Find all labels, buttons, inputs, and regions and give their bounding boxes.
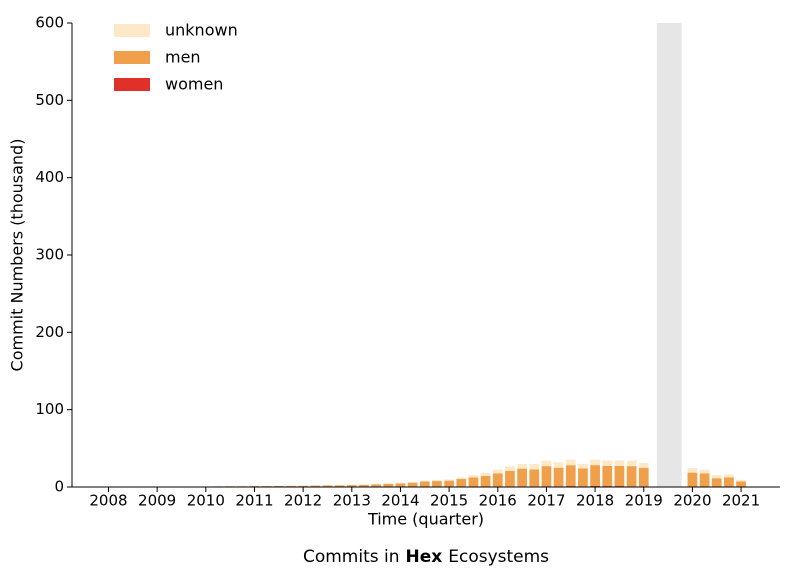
x-tick-label: 2012	[284, 492, 322, 510]
bar-segment	[383, 483, 394, 487]
bar-segment	[468, 477, 479, 487]
bar-segment	[432, 480, 442, 482]
y-tick-label: 400	[35, 168, 64, 186]
title-part: Ecosystems	[448, 547, 549, 567]
bar-segment	[505, 466, 515, 471]
bar-segment	[699, 473, 710, 487]
bar-segment	[298, 485, 308, 487]
y-tick-label: 0	[54, 478, 64, 496]
x-tick-label: 2013	[333, 492, 371, 510]
bar-segment	[614, 465, 625, 487]
bar-segment	[602, 460, 613, 466]
bar-segment	[699, 469, 710, 474]
x-axis-label: Time (quarter)	[367, 510, 484, 529]
legend-swatch	[114, 51, 150, 64]
y-axis-label: Commit Numbers (thousand)	[8, 139, 27, 372]
bar-segment	[273, 485, 284, 487]
bar-segment	[492, 473, 503, 487]
y-tick-label: 100	[35, 400, 64, 418]
bar-segment	[310, 485, 321, 487]
x-tick-label: 2017	[527, 492, 565, 510]
bar-segment	[711, 475, 722, 479]
bar-segment	[638, 463, 649, 468]
bar-segment	[541, 466, 552, 487]
x-tick-label: 2015	[430, 492, 468, 510]
x-tick-label: 2021	[722, 492, 760, 510]
x-tick-label: 2014	[381, 492, 419, 510]
bar-segment	[444, 480, 454, 487]
bar-segment	[383, 483, 394, 484]
bar-segment	[590, 465, 600, 486]
bar-segment	[419, 481, 430, 487]
bar-segment	[359, 484, 369, 487]
legend-swatch	[114, 24, 150, 37]
bar-segment	[553, 462, 564, 468]
bar-segment	[638, 467, 649, 487]
bar-segment	[565, 459, 576, 466]
bar-segment	[492, 469, 503, 474]
bar-segment	[432, 481, 442, 487]
bar-segment	[578, 468, 588, 487]
bar-segment	[529, 463, 540, 470]
bar-segment	[553, 467, 564, 487]
bar-segment	[407, 481, 418, 483]
legend-label: unknown	[165, 21, 238, 40]
bar-segment	[346, 485, 357, 487]
y-tick-label: 600	[35, 14, 64, 32]
bar-segment	[590, 459, 600, 466]
bar-segment	[541, 460, 552, 467]
legend-label: men	[165, 48, 201, 67]
bar-segment	[724, 477, 734, 487]
bar-segment	[505, 470, 515, 487]
bar-segment	[687, 472, 698, 487]
chart-title: Commits in Hex Ecosystems	[303, 547, 549, 567]
x-tick-label: 2011	[235, 492, 273, 510]
bar-segment	[602, 465, 613, 487]
bar-segment	[468, 475, 479, 478]
y-tick-label: 300	[35, 246, 64, 264]
bar-segment	[456, 479, 467, 487]
bar-segment	[322, 485, 333, 487]
bar-segment	[626, 466, 637, 487]
bar-segment	[517, 463, 527, 469]
shaded-span	[656, 23, 682, 487]
bar-segment	[419, 480, 430, 482]
bar-segment	[334, 485, 345, 487]
bar-segment	[456, 477, 467, 480]
x-tick-label: 2009	[138, 492, 176, 510]
bar-segment	[736, 479, 746, 482]
bar-segment	[565, 465, 576, 487]
bar-segment	[626, 460, 637, 467]
x-tick-label: 2019	[625, 492, 663, 510]
bar-segment	[614, 460, 625, 466]
bar-segment	[444, 479, 454, 481]
bar-segment	[407, 482, 418, 487]
bar-segment	[395, 483, 406, 487]
bar-segment	[395, 482, 406, 484]
legend-label: women	[165, 75, 223, 94]
bar-segment	[590, 485, 600, 487]
bar-segment	[578, 463, 588, 469]
x-tick-label: 2008	[89, 492, 127, 510]
bar-segment	[286, 485, 296, 487]
bar-segment	[517, 468, 527, 487]
x-tick-label: 2016	[479, 492, 517, 510]
bar-segment	[480, 472, 491, 476]
legend-swatch	[114, 78, 150, 91]
bar-segment	[724, 474, 734, 478]
bar-segment	[687, 467, 698, 473]
title-part: Hex	[406, 547, 443, 567]
x-tick-label: 2010	[187, 492, 225, 510]
bar-segment	[711, 478, 722, 487]
bar-segment	[480, 475, 491, 487]
bar-segment	[529, 469, 540, 487]
x-tick-label: 2018	[576, 492, 614, 510]
bar-segment	[736, 481, 746, 487]
y-tick-label: 500	[35, 91, 64, 109]
title-part: Commits in	[303, 547, 400, 567]
x-tick-label: 2020	[673, 492, 711, 510]
y-tick-label: 200	[35, 323, 64, 341]
bar-segment	[371, 484, 381, 487]
